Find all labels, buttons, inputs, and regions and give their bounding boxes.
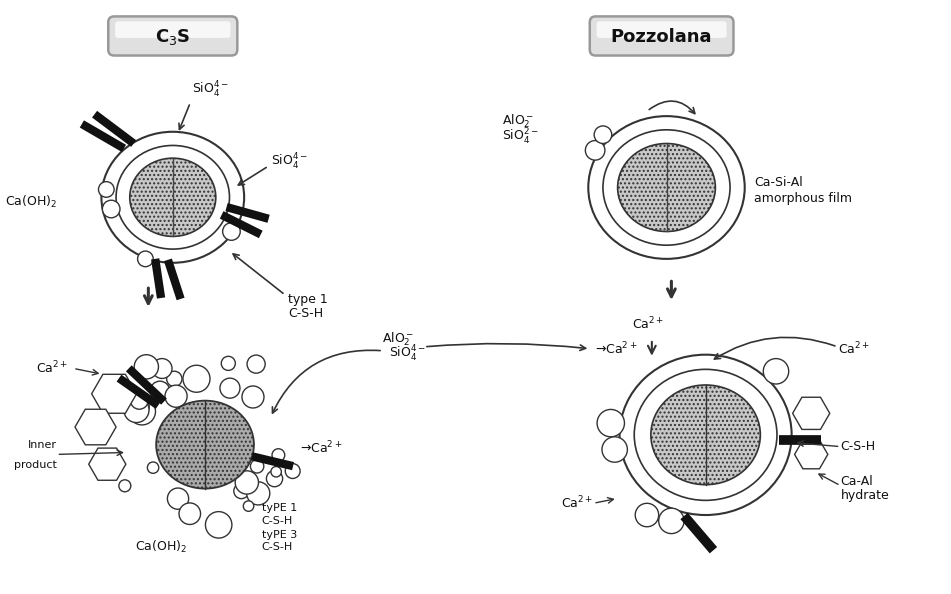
Text: amorphous film: amorphous film [754, 192, 852, 205]
Text: SiO$_4^{4-}$: SiO$_4^{4-}$ [270, 152, 307, 172]
Text: C-S-H: C-S-H [841, 440, 876, 453]
Circle shape [243, 501, 254, 511]
Circle shape [266, 470, 282, 486]
Polygon shape [75, 409, 116, 445]
Text: Ca$^{2+}$: Ca$^{2+}$ [838, 340, 870, 357]
Text: product: product [13, 460, 56, 470]
Circle shape [594, 126, 611, 144]
Text: Ca$^{2+}$: Ca$^{2+}$ [561, 495, 593, 511]
Text: SiO$_4^{4-}$: SiO$_4^{4-}$ [192, 80, 229, 100]
Text: C-S-H: C-S-H [288, 307, 323, 320]
Ellipse shape [634, 369, 777, 500]
FancyBboxPatch shape [596, 21, 727, 38]
Text: Pozzolana: Pozzolana [611, 28, 712, 46]
FancyBboxPatch shape [115, 21, 230, 38]
Ellipse shape [156, 400, 254, 489]
Ellipse shape [102, 132, 244, 263]
Circle shape [246, 482, 270, 505]
Circle shape [659, 508, 684, 533]
Circle shape [99, 182, 114, 197]
Text: Ca-Si-Al: Ca-Si-Al [754, 176, 804, 189]
Text: SiO$_4^{4-}$: SiO$_4^{4-}$ [389, 344, 426, 364]
Ellipse shape [589, 116, 745, 259]
Circle shape [242, 386, 264, 408]
Text: Inner: Inner [28, 440, 56, 450]
Circle shape [152, 359, 172, 378]
Circle shape [147, 462, 159, 473]
Circle shape [134, 355, 159, 379]
Circle shape [285, 463, 301, 479]
Polygon shape [88, 448, 126, 481]
Text: tyPE 1: tyPE 1 [262, 503, 297, 513]
Circle shape [247, 355, 265, 373]
Text: type 1: type 1 [288, 293, 328, 306]
Text: SiO$_4^{2-}$: SiO$_4^{2-}$ [502, 127, 539, 147]
Circle shape [597, 409, 625, 437]
Text: →Ca$^{2+}$: →Ca$^{2+}$ [595, 340, 638, 357]
Circle shape [167, 488, 188, 509]
Text: C-S-H: C-S-H [262, 542, 293, 552]
Circle shape [235, 471, 259, 494]
Circle shape [602, 437, 628, 462]
Circle shape [635, 503, 659, 527]
Text: AlO$_2^-$: AlO$_2^-$ [502, 112, 534, 129]
Polygon shape [792, 397, 830, 429]
Circle shape [124, 397, 149, 422]
Circle shape [150, 381, 169, 400]
Circle shape [103, 200, 120, 218]
Circle shape [220, 378, 240, 398]
Circle shape [586, 141, 605, 160]
Circle shape [234, 484, 249, 498]
Circle shape [130, 391, 148, 409]
Circle shape [134, 399, 149, 415]
Polygon shape [795, 440, 827, 469]
Circle shape [138, 251, 153, 267]
Text: tyPE 3: tyPE 3 [262, 530, 297, 540]
Text: Ca$^{2+}$: Ca$^{2+}$ [632, 316, 665, 333]
Circle shape [222, 356, 235, 371]
Ellipse shape [129, 158, 216, 236]
Circle shape [128, 398, 156, 425]
Ellipse shape [650, 385, 761, 485]
Circle shape [272, 448, 284, 462]
Text: →Ca$^{2+}$: →Ca$^{2+}$ [300, 439, 342, 456]
Text: C-S-H: C-S-H [262, 516, 293, 526]
Ellipse shape [603, 130, 730, 245]
Circle shape [183, 365, 210, 392]
Ellipse shape [116, 146, 229, 249]
FancyBboxPatch shape [590, 17, 733, 55]
Text: AlO$_2^-$: AlO$_2^-$ [381, 330, 414, 348]
Circle shape [205, 511, 232, 538]
Text: Ca-Al: Ca-Al [841, 475, 873, 488]
Circle shape [223, 223, 241, 241]
Text: C$_3$S: C$_3$S [155, 27, 190, 47]
Ellipse shape [617, 144, 715, 232]
Circle shape [166, 371, 182, 387]
Circle shape [271, 466, 281, 477]
Text: Ca(OH)$_2$: Ca(OH)$_2$ [135, 539, 187, 555]
Text: Ca(OH)$_2$: Ca(OH)$_2$ [6, 194, 57, 210]
Text: Ca$^{2+}$: Ca$^{2+}$ [36, 360, 68, 377]
Circle shape [764, 359, 788, 384]
FancyBboxPatch shape [108, 17, 238, 55]
Polygon shape [91, 374, 137, 413]
Circle shape [179, 503, 201, 525]
Circle shape [250, 460, 263, 473]
Ellipse shape [619, 355, 791, 515]
Text: hydrate: hydrate [841, 489, 889, 502]
Circle shape [165, 385, 187, 407]
Circle shape [119, 480, 131, 492]
